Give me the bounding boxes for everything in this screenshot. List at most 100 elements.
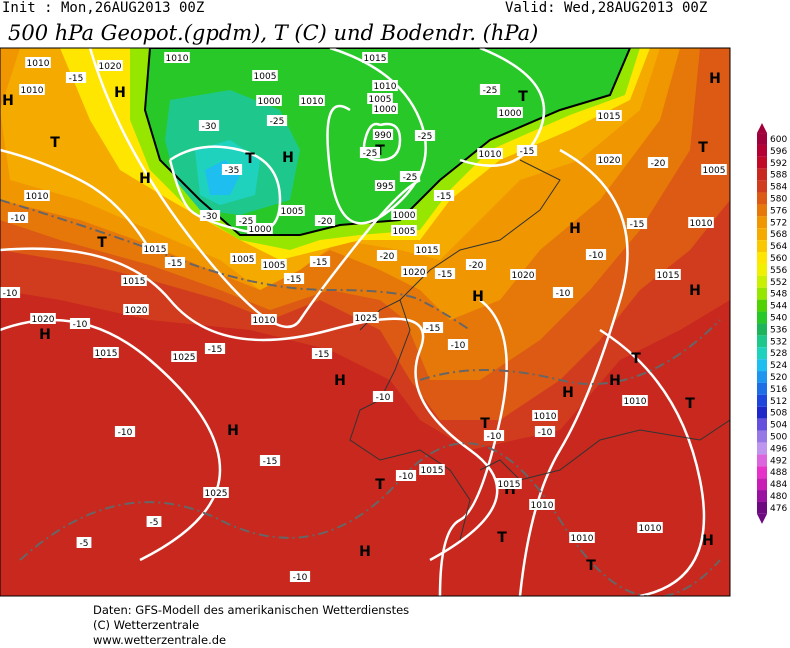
contour-label: 1010 — [301, 97, 324, 107]
label-box — [259, 455, 281, 466]
colorbar-swatch — [757, 275, 767, 288]
contour-label: 1010 — [26, 192, 49, 202]
pressure-center: H — [39, 327, 51, 343]
contour-label: -35 — [225, 166, 240, 176]
label-box — [552, 287, 574, 298]
contour-label: -10 — [3, 289, 18, 299]
label-box — [433, 190, 455, 201]
label-box — [372, 80, 398, 91]
colorbar-label: 540 — [770, 314, 787, 324]
colorbar-swatch — [757, 501, 767, 514]
colorbar-label: 476 — [770, 504, 787, 514]
label-box — [401, 266, 427, 277]
contour-label: 990 — [374, 131, 391, 141]
label-box — [376, 250, 398, 261]
contour-label: -15 — [438, 270, 453, 280]
pressure-center: H — [2, 93, 14, 109]
contour-label: -25 — [403, 173, 418, 183]
colorbar-label: 568 — [770, 230, 787, 240]
contour-label: -10 — [293, 573, 308, 583]
label-box — [496, 478, 522, 489]
contour-label: 1000 — [249, 225, 272, 235]
contour-label: 1005 — [281, 207, 304, 217]
label-box — [230, 253, 256, 264]
colorbar-swatch — [757, 263, 767, 276]
label-box — [97, 60, 123, 71]
label-box — [256, 95, 282, 106]
colorbar-label: 556 — [770, 266, 787, 276]
contour-label: 1010 — [531, 501, 554, 511]
label-box — [596, 110, 622, 121]
label-box — [69, 318, 91, 329]
colorbar-label: 484 — [770, 480, 787, 490]
contour-label: -25 — [363, 149, 378, 159]
contour-label: 1020 — [598, 156, 621, 166]
colorbar-label: 564 — [770, 242, 787, 252]
contour-label: -10 — [118, 428, 133, 438]
pressure-center: T — [375, 477, 385, 493]
colorbar-swatch — [757, 430, 767, 443]
colorbar-swatch — [757, 466, 767, 479]
contour-label: 1015 — [95, 349, 118, 359]
contour-label: 1020 — [512, 271, 535, 281]
contour-label: -20 — [651, 159, 666, 169]
colorbar-label: 560 — [770, 254, 787, 264]
label-box — [399, 171, 421, 182]
pressure-center: T — [497, 530, 507, 546]
contour-label: 1010 — [253, 316, 276, 326]
contour-label: 1010 — [639, 524, 662, 534]
contour-label: 1025 — [355, 314, 378, 324]
colorbar-label: 492 — [770, 456, 787, 466]
colorbar-swatch — [757, 156, 767, 169]
label-box — [637, 522, 663, 533]
colorbar-swatch — [757, 335, 767, 348]
label-box — [359, 147, 381, 158]
contour-label: 1015 — [498, 480, 521, 490]
contour-label: 1005 — [393, 227, 416, 237]
contour-label: 1025 — [173, 353, 196, 363]
colorbar-swatch — [757, 418, 767, 431]
colorbar-label: 480 — [770, 492, 787, 502]
init-time: Init : Mon,26AUG2013 00Z — [2, 0, 204, 16]
label-box — [414, 130, 436, 141]
footer-line: www.wetterzentrale.de — [93, 633, 226, 647]
label-box — [529, 499, 555, 510]
contour-label: 1000 — [393, 211, 416, 221]
label-box — [283, 273, 305, 284]
colorbar-label: 548 — [770, 290, 787, 300]
label-box — [114, 426, 136, 437]
pressure-center: H — [334, 373, 346, 389]
colorbar-swatch — [757, 311, 767, 324]
label-box — [199, 210, 221, 221]
pressure-center: H — [282, 150, 294, 166]
isotherms — [0, 199, 721, 596]
footer-line: Daten: GFS-Modell des amerikanischen Wet… — [93, 603, 409, 617]
contour-label: -20 — [469, 261, 484, 271]
label-box — [419, 464, 445, 475]
label-box — [0, 287, 21, 298]
contour-label: 1010 — [21, 86, 44, 96]
colorbar-swatch — [757, 168, 767, 181]
colorbar-label: 508 — [770, 409, 787, 419]
label-box — [622, 395, 648, 406]
colorbar-swatch — [757, 144, 767, 157]
label-box — [289, 571, 311, 582]
label-box — [353, 312, 379, 323]
label-box — [93, 347, 119, 358]
label-box — [266, 115, 288, 126]
label-box — [372, 129, 394, 140]
label-box — [688, 217, 714, 228]
label-box — [171, 351, 197, 362]
pressure-center: H — [609, 373, 621, 389]
pressure-center: H — [114, 85, 126, 101]
pressure-center: H — [702, 533, 714, 549]
pressure-center: H — [227, 423, 239, 439]
label-box — [314, 215, 336, 226]
contour-label: -10 — [487, 432, 502, 442]
label-box — [25, 57, 51, 68]
contour-label: -25 — [483, 86, 498, 96]
contour-label: 995 — [376, 182, 393, 192]
contour-label: -5 — [150, 518, 159, 528]
contour-label: 1000 — [499, 109, 522, 119]
